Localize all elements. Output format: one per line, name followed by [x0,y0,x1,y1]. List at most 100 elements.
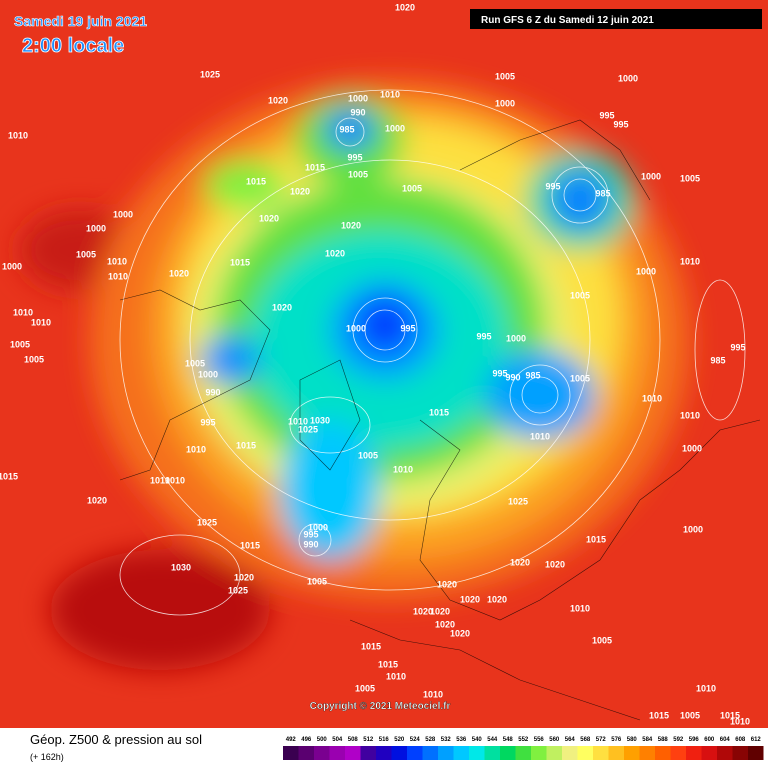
isobar-label: 1025 [508,496,528,506]
isobar-label: 1020 [437,579,457,589]
scale-swatch [531,746,547,760]
scale-swatch [298,746,314,760]
scale-swatch [515,746,531,760]
isobar-label: 1015 [240,540,260,550]
isobar-label: 1015 [0,471,18,481]
scale-label: 580 [627,737,638,743]
isobar-label: 1015 [649,710,669,720]
isobar-label: 1030 [171,562,191,572]
scale-label: 508 [348,737,359,743]
isobar-label: 995 [730,342,745,352]
field-label: Géop. Z500 & pression au sol [30,732,202,747]
isobar-label: 1010 [730,716,750,726]
isobar-label: 1010 [13,307,33,317]
scale-label: 548 [503,737,514,743]
isobar-label: 1020 [435,619,455,629]
isobar-label: 1000 [641,171,661,181]
isobar-label: 1000 [346,323,366,333]
scale-swatch [639,746,655,760]
isobar-label: 1000 [348,93,368,103]
isobar-label: 1010 [642,393,662,403]
isobar-label: 990 [350,107,365,117]
isobar-label: 1020 [413,606,433,616]
isobar-label: 1020 [234,572,254,582]
isobar-label: 1020 [87,495,107,505]
scale-label: 496 [301,737,312,743]
isobar-label: 1005 [185,358,205,368]
isobar-label: 1005 [570,290,590,300]
scale-swatch [453,746,469,760]
time-label: 2:00 locale [22,35,124,57]
isobar-label: 1005 [402,183,422,193]
scale-swatch [391,746,407,760]
isobar-label: 1015 [246,176,266,186]
geopotential-field [0,0,768,728]
isobar-label: 1005 [10,339,30,349]
isobar-label: 1010 [380,89,400,99]
isobar-label: 1015 [378,659,398,669]
scale-swatch [686,746,702,760]
scale-label: 612 [751,737,762,743]
scale-swatch [438,746,454,760]
isobar-label: 990 [303,539,318,549]
scale-label: 524 [410,737,421,743]
isobar-label: 1010 [150,475,170,485]
isobar-label: 1000 [683,524,703,534]
isobar-label: 985 [339,124,354,134]
scale-swatch [407,746,423,760]
isobar-label: 995 [599,110,614,120]
isobar-label: 1015 [720,710,740,720]
scale-swatch [593,746,609,760]
isobar-label: 1020 [325,248,345,258]
isobar-label: 1015 [305,162,325,172]
isobar-label: 1005 [307,576,327,586]
isobar-label: 995 [613,119,628,129]
scale-label: 536 [456,737,467,743]
isobar-label: 1010 [530,431,550,441]
isobar-label: 1015 [429,407,449,417]
isobar-label: 1020 [430,606,450,616]
scale-label: 596 [689,737,700,743]
isobar-label: 1015 [230,257,250,267]
lead-label: (+ 162h) [30,752,64,762]
color-scale: 492 496 500 504 508 512 516 520 524 528 532 536 540 5… [283,737,764,760]
isobar-label: 1020 [169,268,189,278]
scale-label: 568 [580,737,591,743]
scale-label: 500 [317,737,328,743]
scale-swatch [422,746,438,760]
isobar-label: 1010 [8,130,28,140]
scale-swatch [717,746,733,760]
isobar-label: 1010 [186,444,206,454]
isobar-label: 1005 [680,173,700,183]
run-box [470,9,762,29]
scale-label: 552 [518,737,529,743]
scale-swatch [345,746,361,760]
scale-swatch [577,746,593,760]
isobar-label: 1010 [386,671,406,681]
isobar-label: 1015 [361,641,381,651]
scale-label: 592 [673,737,684,743]
scale-label: 560 [549,737,560,743]
scale-swatch [562,746,578,760]
scale-label: 604 [720,737,731,743]
isobar-label: 1010 [107,256,127,266]
isobar-label: 1000 [495,98,515,108]
isobar-label: 1020 [487,594,507,604]
scale-swatch [283,746,299,760]
isobar-label: 1005 [24,354,44,364]
isobar-label: 1015 [586,534,606,544]
scale-swatch [655,746,671,760]
isobar-label: 1030 [310,415,330,425]
scale-label: 512 [363,737,374,743]
isobar-label: 1020 [259,213,279,223]
isobar-label: 995 [347,152,362,162]
isobar-label: 1025 [228,585,248,595]
scale-label: 608 [735,737,746,743]
isobar-label: 990 [205,387,220,397]
isobar-label: 995 [303,529,318,539]
isobar-label: 985 [525,370,540,380]
scale-swatch [732,746,748,760]
isobar-label: 1000 [506,333,526,343]
isobar-label: 1000 [198,369,218,379]
isobar-label: 1000 [636,266,656,276]
